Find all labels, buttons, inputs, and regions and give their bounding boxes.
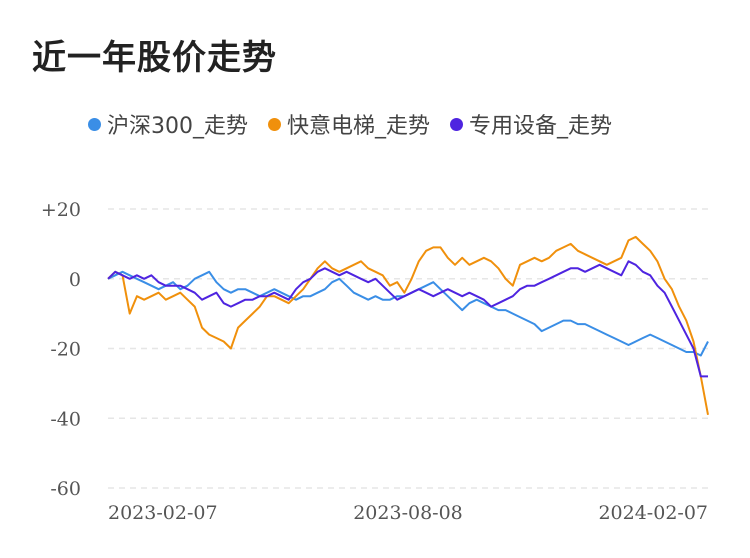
- y-tick-label: -40: [50, 408, 81, 430]
- x-axis-ticks: 2023-02-07 2023-08-08 2024-02-07: [108, 502, 708, 524]
- y-axis-ticks: +20 0 -20 -40 -60: [41, 199, 81, 500]
- series-line-1: [107, 235, 709, 415]
- series-line-2: [107, 260, 708, 378]
- x-tick-label: 2024-02-07: [598, 502, 708, 524]
- y-tick-label: +20: [41, 199, 81, 221]
- x-tick-label: 2023-02-07: [108, 502, 218, 524]
- series-lines: [107, 235, 709, 415]
- legend-item-kuaiyi[interactable]: 快意电梯_走势: [268, 108, 430, 140]
- chart-legend: 沪深300_走势 快意电梯_走势 专用设备_走势: [88, 108, 632, 140]
- legend-item-zhuanyong[interactable]: 专用设备_走势: [450, 108, 612, 140]
- legend-label: 沪深300_走势: [107, 114, 248, 139]
- grid-lines: [108, 208, 708, 489]
- x-tick-label: 2023-08-08: [353, 502, 463, 524]
- legend-label: 快意电梯_走势: [287, 114, 431, 139]
- legend-dot-icon: [268, 117, 281, 131]
- chart-title: 近一年股价走势: [32, 38, 277, 78]
- legend-dot-icon: [88, 117, 101, 131]
- y-tick-label: -20: [50, 339, 81, 361]
- legend-item-hs300[interactable]: 沪深300_走势: [88, 108, 248, 140]
- y-tick-label: -60: [50, 478, 81, 500]
- y-tick-label: 0: [69, 269, 81, 291]
- legend-dot-icon: [450, 117, 464, 131]
- legend-label: 专用设备_走势: [469, 114, 613, 139]
